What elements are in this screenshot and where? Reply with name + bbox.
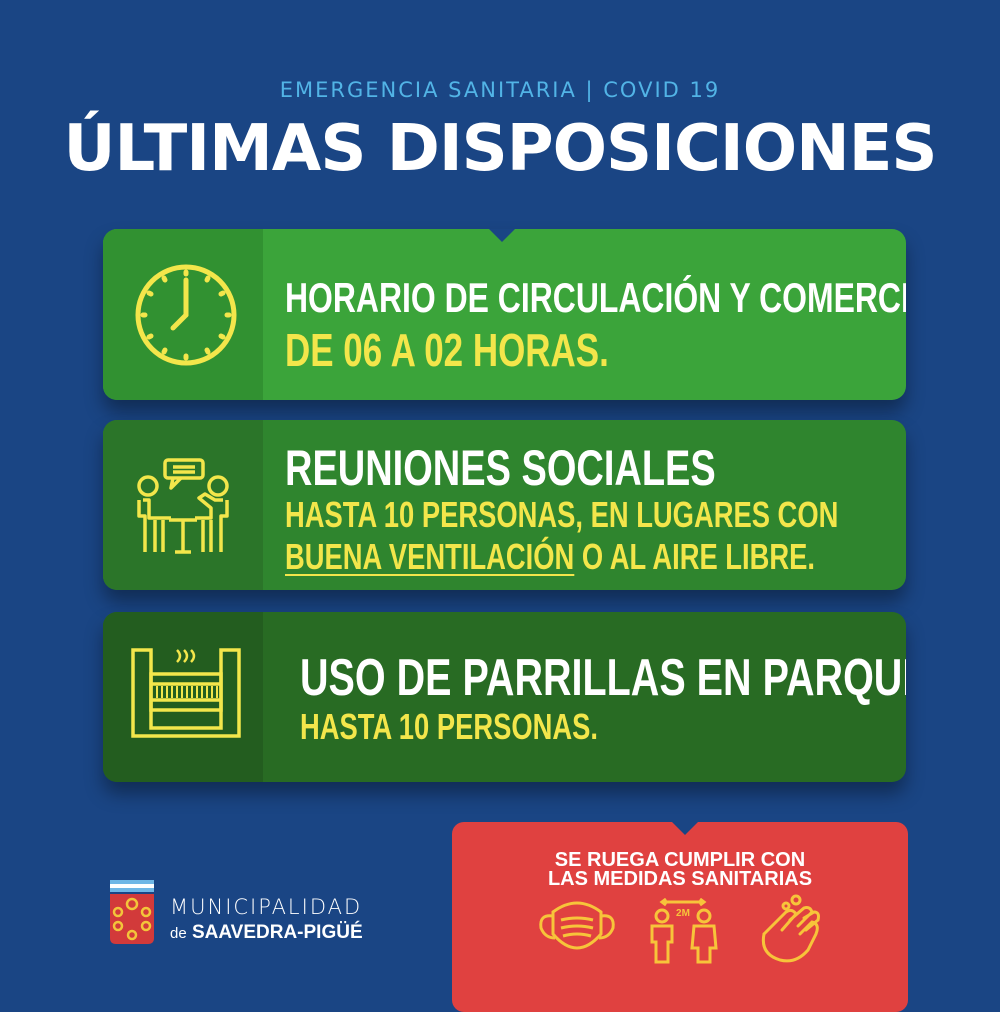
card-detail: HASTA 10 PERSONAS, EN LUGARES CON bbox=[285, 494, 839, 535]
card-title: USO DE PARRILLAS EN PARQUES bbox=[300, 649, 906, 707]
card-detail: DE 06 A 02 HORAS. bbox=[285, 324, 609, 376]
notch bbox=[489, 229, 515, 242]
coat-of-arms-icon bbox=[110, 880, 154, 944]
card-reuniones: REUNIONES SOCIALES HASTA 10 PERSONAS, EN… bbox=[103, 420, 906, 590]
notice-line-1: SE RUEGA CUMPLIR CON bbox=[554, 849, 806, 871]
notice-line-2: LAS MEDIDAS SANITARIAS bbox=[547, 868, 813, 890]
logo-name: de SAAVEDRA-PIGÜÉ bbox=[170, 922, 363, 943]
card-title: HORARIO DE CIRCULACIÓN Y COMERCIAL bbox=[285, 274, 906, 321]
card-horario: HORARIO DE CIRCULACIÓN Y COMERCIAL DE 06… bbox=[103, 229, 906, 400]
card-title: REUNIONES SOCIALES bbox=[285, 440, 716, 496]
notch bbox=[672, 822, 698, 835]
ventilation-highlight: BUENA VENTILACIÓN bbox=[285, 536, 575, 577]
card-detail-2: BUENA VENTILACIÓN O AL AIRE LIBRE. bbox=[285, 536, 815, 577]
page-title: ÚLTIMAS DISPOSICIONES bbox=[63, 112, 937, 186]
card-detail: HASTA 10 PERSONAS. bbox=[300, 706, 598, 747]
meeting-icon bbox=[137, 458, 229, 554]
clock-icon bbox=[135, 264, 237, 366]
handwash-icon bbox=[761, 894, 820, 963]
mask-icon bbox=[539, 901, 615, 950]
notice-box bbox=[452, 822, 908, 1012]
logo-title: MUNICIPALIDAD bbox=[170, 895, 363, 919]
distance-label: 2M bbox=[676, 908, 690, 919]
municipality-logo bbox=[108, 880, 156, 953]
distance-icon: 2M bbox=[650, 898, 718, 964]
subtitle: EMERGENCIA SANITARIA | COVID 19 bbox=[279, 78, 721, 102]
card-parrillas: USO DE PARRILLAS EN PARQUES HASTA 10 PER… bbox=[103, 612, 906, 782]
grill-icon bbox=[131, 648, 241, 738]
